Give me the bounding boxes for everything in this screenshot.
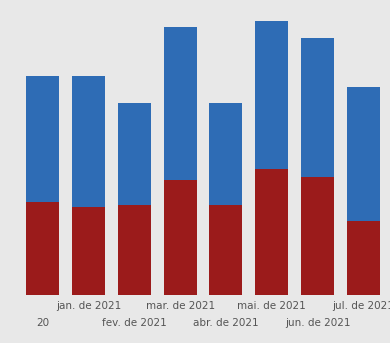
Bar [255,21,288,169]
Bar [209,205,242,295]
Bar [347,221,380,295]
Text: jun. de 2021: jun. de 2021 [285,318,350,328]
Bar [301,177,334,295]
Bar [118,103,151,205]
Bar [27,202,59,295]
Text: jul. de 2021: jul. de 2021 [332,301,390,311]
Text: jan. de 2021: jan. de 2021 [56,301,121,311]
Bar [164,180,197,295]
Bar [347,87,380,221]
Text: mar. de 2021: mar. de 2021 [145,301,214,311]
Text: 20: 20 [36,318,50,328]
Text: fev. de 2021: fev. de 2021 [102,318,167,328]
Bar [209,103,242,205]
Bar [72,208,105,295]
Bar [255,169,288,295]
Bar [118,205,151,295]
Bar [27,76,59,202]
Text: abr. de 2021: abr. de 2021 [193,318,259,328]
Bar [72,76,105,208]
Bar [164,27,197,180]
Text: mai. de 2021: mai. de 2021 [237,301,306,311]
Bar [301,38,334,177]
